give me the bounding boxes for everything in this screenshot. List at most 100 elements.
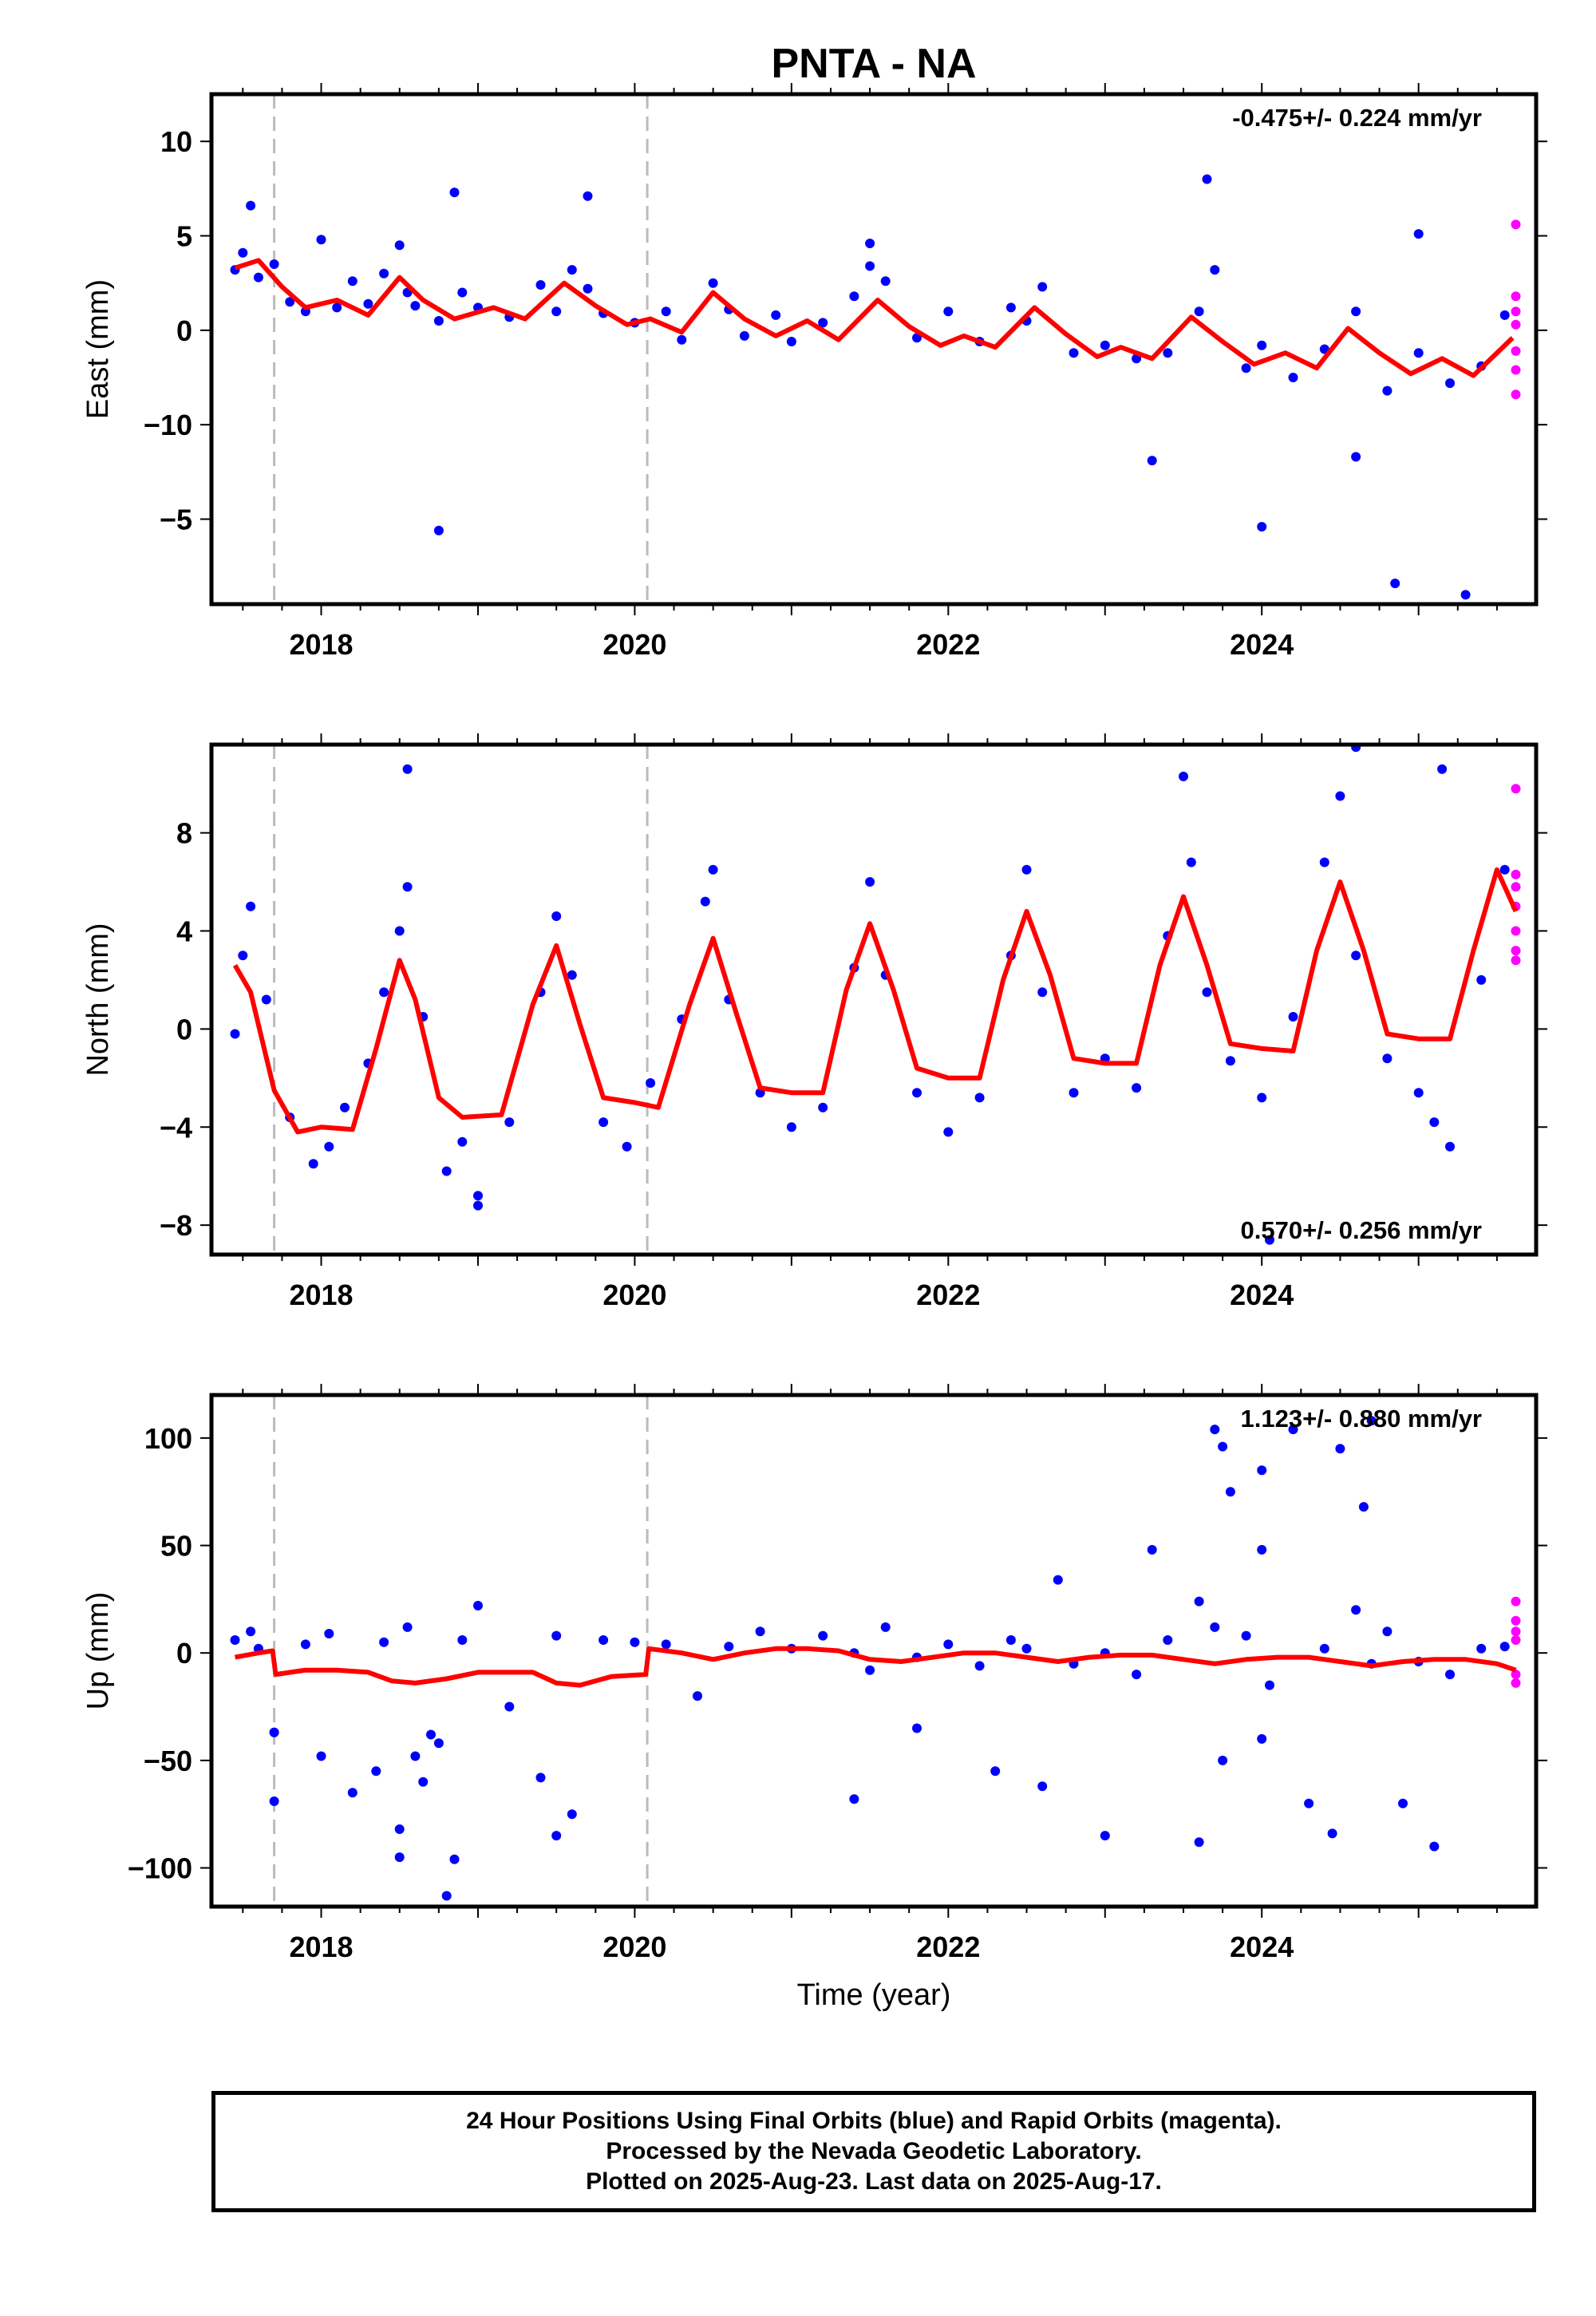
data-point	[630, 1637, 640, 1647]
data-point	[246, 200, 256, 211]
data-point	[551, 1630, 562, 1641]
data-point	[246, 1626, 256, 1637]
data-point	[1429, 1117, 1440, 1128]
data-point	[818, 1102, 828, 1113]
y-tick-label: 50	[160, 1530, 192, 1563]
data-point	[316, 1751, 326, 1761]
data-point	[449, 1854, 460, 1864]
data-point	[504, 1117, 515, 1128]
data-point	[661, 306, 671, 317]
data-point	[1202, 174, 1212, 184]
data-point	[1225, 1056, 1235, 1066]
data-point	[394, 1852, 405, 1863]
data-point	[1132, 1670, 1142, 1680]
data-point	[1288, 1425, 1298, 1435]
data-point	[943, 1127, 954, 1137]
data-point	[551, 306, 562, 317]
data-point	[755, 1626, 765, 1637]
x-tick-label: 2018	[289, 1931, 353, 1963]
data-point	[1445, 1141, 1455, 1152]
data-point	[708, 864, 718, 875]
data-point	[300, 1639, 310, 1650]
data-point	[865, 1665, 875, 1675]
plot-frame	[209, 742, 1539, 1257]
y-axis-label: Up (mm)	[81, 1592, 115, 1710]
rapid-point	[1511, 1678, 1521, 1688]
data-point	[1335, 1444, 1345, 1454]
plot-area	[230, 94, 1521, 604]
data-point	[1288, 1012, 1298, 1022]
x-tick-label: 2020	[602, 628, 666, 661]
y-axis-label: North (mm)	[81, 923, 115, 1076]
data-point	[1257, 1093, 1267, 1103]
data-point	[912, 1723, 922, 1733]
north-panel: 8 4 0 −4 −8 2018 2020 2022 2024 North (mm) 0.570+/…	[81, 733, 1547, 1311]
data-point	[457, 1136, 468, 1147]
data-point	[677, 334, 687, 345]
rate-label: 0.570+/- 0.256 mm/yr	[1241, 1216, 1482, 1244]
data-point	[1257, 1465, 1267, 1476]
data-point	[1218, 1755, 1228, 1765]
data-point	[1241, 363, 1251, 373]
data-point	[347, 276, 358, 287]
data-point	[1499, 1642, 1510, 1652]
y-axis-label: East (mm)	[81, 279, 115, 419]
rapid-point	[1511, 389, 1521, 400]
data-point	[285, 297, 295, 307]
x-tick-label: 2022	[916, 628, 980, 661]
data-point	[1351, 1605, 1361, 1615]
data-point	[865, 261, 875, 271]
x-tick-label: 2024	[1230, 628, 1294, 661]
data-point	[308, 1159, 318, 1169]
data-point	[551, 911, 562, 921]
rapid-point	[1511, 291, 1521, 302]
data-point	[457, 1635, 468, 1645]
data-point	[1265, 1235, 1274, 1245]
data-point	[1390, 579, 1400, 588]
rapid-point	[1511, 219, 1521, 230]
data-point	[1021, 1643, 1032, 1654]
data-point	[865, 877, 875, 887]
data-point	[1445, 1670, 1455, 1680]
data-point	[1304, 1798, 1314, 1808]
data-point	[402, 882, 413, 892]
data-point	[1413, 348, 1424, 358]
data-point	[771, 310, 781, 320]
rapid-point	[1511, 1615, 1521, 1626]
data-point	[1319, 1643, 1329, 1654]
x-tick-label: 2024	[1230, 1279, 1294, 1311]
data-point	[1163, 348, 1173, 358]
data-point	[1163, 1635, 1173, 1645]
data-point	[426, 1729, 436, 1740]
rapid-point	[1511, 869, 1521, 879]
data-point	[253, 272, 263, 283]
data-point	[379, 987, 389, 998]
y-tick-label: 0	[176, 1013, 192, 1045]
data-point	[1069, 348, 1079, 358]
data-point	[316, 235, 326, 245]
data-point	[1241, 1630, 1251, 1641]
y-tick-label: 5	[176, 220, 192, 253]
data-point	[394, 926, 405, 936]
data-point	[1476, 1643, 1487, 1654]
data-point	[943, 306, 954, 317]
plot-frame	[209, 92, 1539, 607]
data-point	[1382, 1626, 1393, 1637]
data-point	[598, 1635, 609, 1645]
data-point	[1147, 1544, 1157, 1555]
data-point	[230, 1635, 240, 1645]
x-tick-label: 2020	[602, 1931, 666, 1963]
data-point	[1037, 282, 1048, 292]
rapid-point	[1511, 926, 1521, 936]
data-point	[1218, 1441, 1228, 1452]
data-point	[990, 1766, 1001, 1777]
data-point	[1225, 1487, 1235, 1497]
data-point	[402, 764, 413, 774]
data-point	[1100, 340, 1110, 350]
data-point	[661, 1639, 671, 1650]
data-point	[433, 525, 444, 536]
rapid-point	[1511, 882, 1521, 892]
data-point	[473, 1191, 483, 1201]
data-point	[441, 1166, 452, 1176]
rapid-point	[1511, 346, 1521, 356]
